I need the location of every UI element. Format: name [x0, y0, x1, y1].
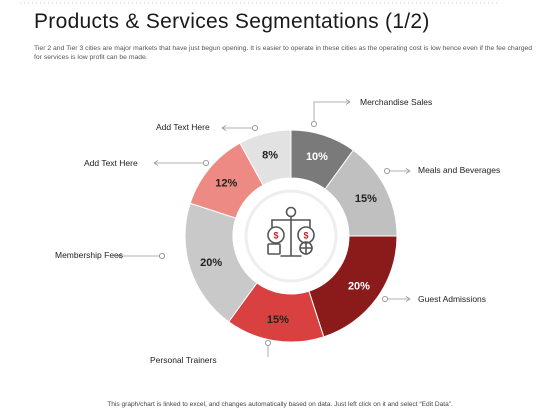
- slice-category-label: Personal Trainers: [150, 355, 217, 365]
- slice-percent-label: 10%: [306, 151, 328, 163]
- callout-dot: [310, 121, 317, 128]
- slice-percent-label: 20%: [200, 257, 222, 269]
- callout-line: [313, 101, 350, 124]
- balance-scale-money-icon: [267, 206, 315, 257]
- callout-arrow: [345, 99, 351, 105]
- slice-category-label: Meals and Beverages: [418, 165, 500, 175]
- slice-category-label: Add Text Here: [156, 122, 210, 132]
- callout-arrow: [117, 253, 123, 259]
- footer-note: This graph/chart is linked to excel, and…: [107, 401, 453, 408]
- callout-dot: [264, 339, 271, 346]
- svg-text:$: $: [303, 231, 308, 241]
- slice-category-label: Guest Admissions: [418, 294, 486, 304]
- dollar-signs: $ $: [273, 231, 308, 241]
- callout-dot: [202, 159, 209, 166]
- callout-dot: [158, 252, 165, 259]
- callout-dot: [251, 125, 258, 132]
- callout-arrow: [405, 168, 411, 174]
- slice-category-label: Membership Fees: [55, 250, 123, 260]
- chart-slices: [184, 129, 398, 343]
- slice-percent-label: 12%: [215, 177, 237, 189]
- callout-arrow: [405, 296, 411, 302]
- slice-percent-label: 20%: [348, 280, 370, 292]
- pie-slice[interactable]: [239, 129, 292, 186]
- slice-category-label: Add Text Here: [84, 158, 138, 168]
- slice-percent-label: 15%: [267, 314, 289, 326]
- slice-percent-label: 15%: [355, 193, 377, 205]
- page-subtitle: Tier 2 and Tier 3 cities are major marke…: [34, 45, 533, 61]
- callout-arrow: [221, 125, 227, 131]
- chart-callouts: Merchandise Sales Meals and Beverages Gues…: [55, 97, 500, 365]
- chart-percent-labels: 10% 15% 20% 15% 20% 12% 8%: [200, 150, 377, 326]
- page-title: Products & Services Segmentations (1/2): [34, 10, 430, 33]
- svg-text:$: $: [273, 231, 278, 241]
- callout-arrow: [153, 160, 159, 166]
- slice-percent-label: 8%: [262, 150, 278, 162]
- callout-dot: [381, 295, 388, 302]
- callout-dot: [383, 167, 390, 174]
- top-decoration: [20, 2, 500, 4]
- slice-category-label: Merchandise Sales: [360, 97, 432, 107]
